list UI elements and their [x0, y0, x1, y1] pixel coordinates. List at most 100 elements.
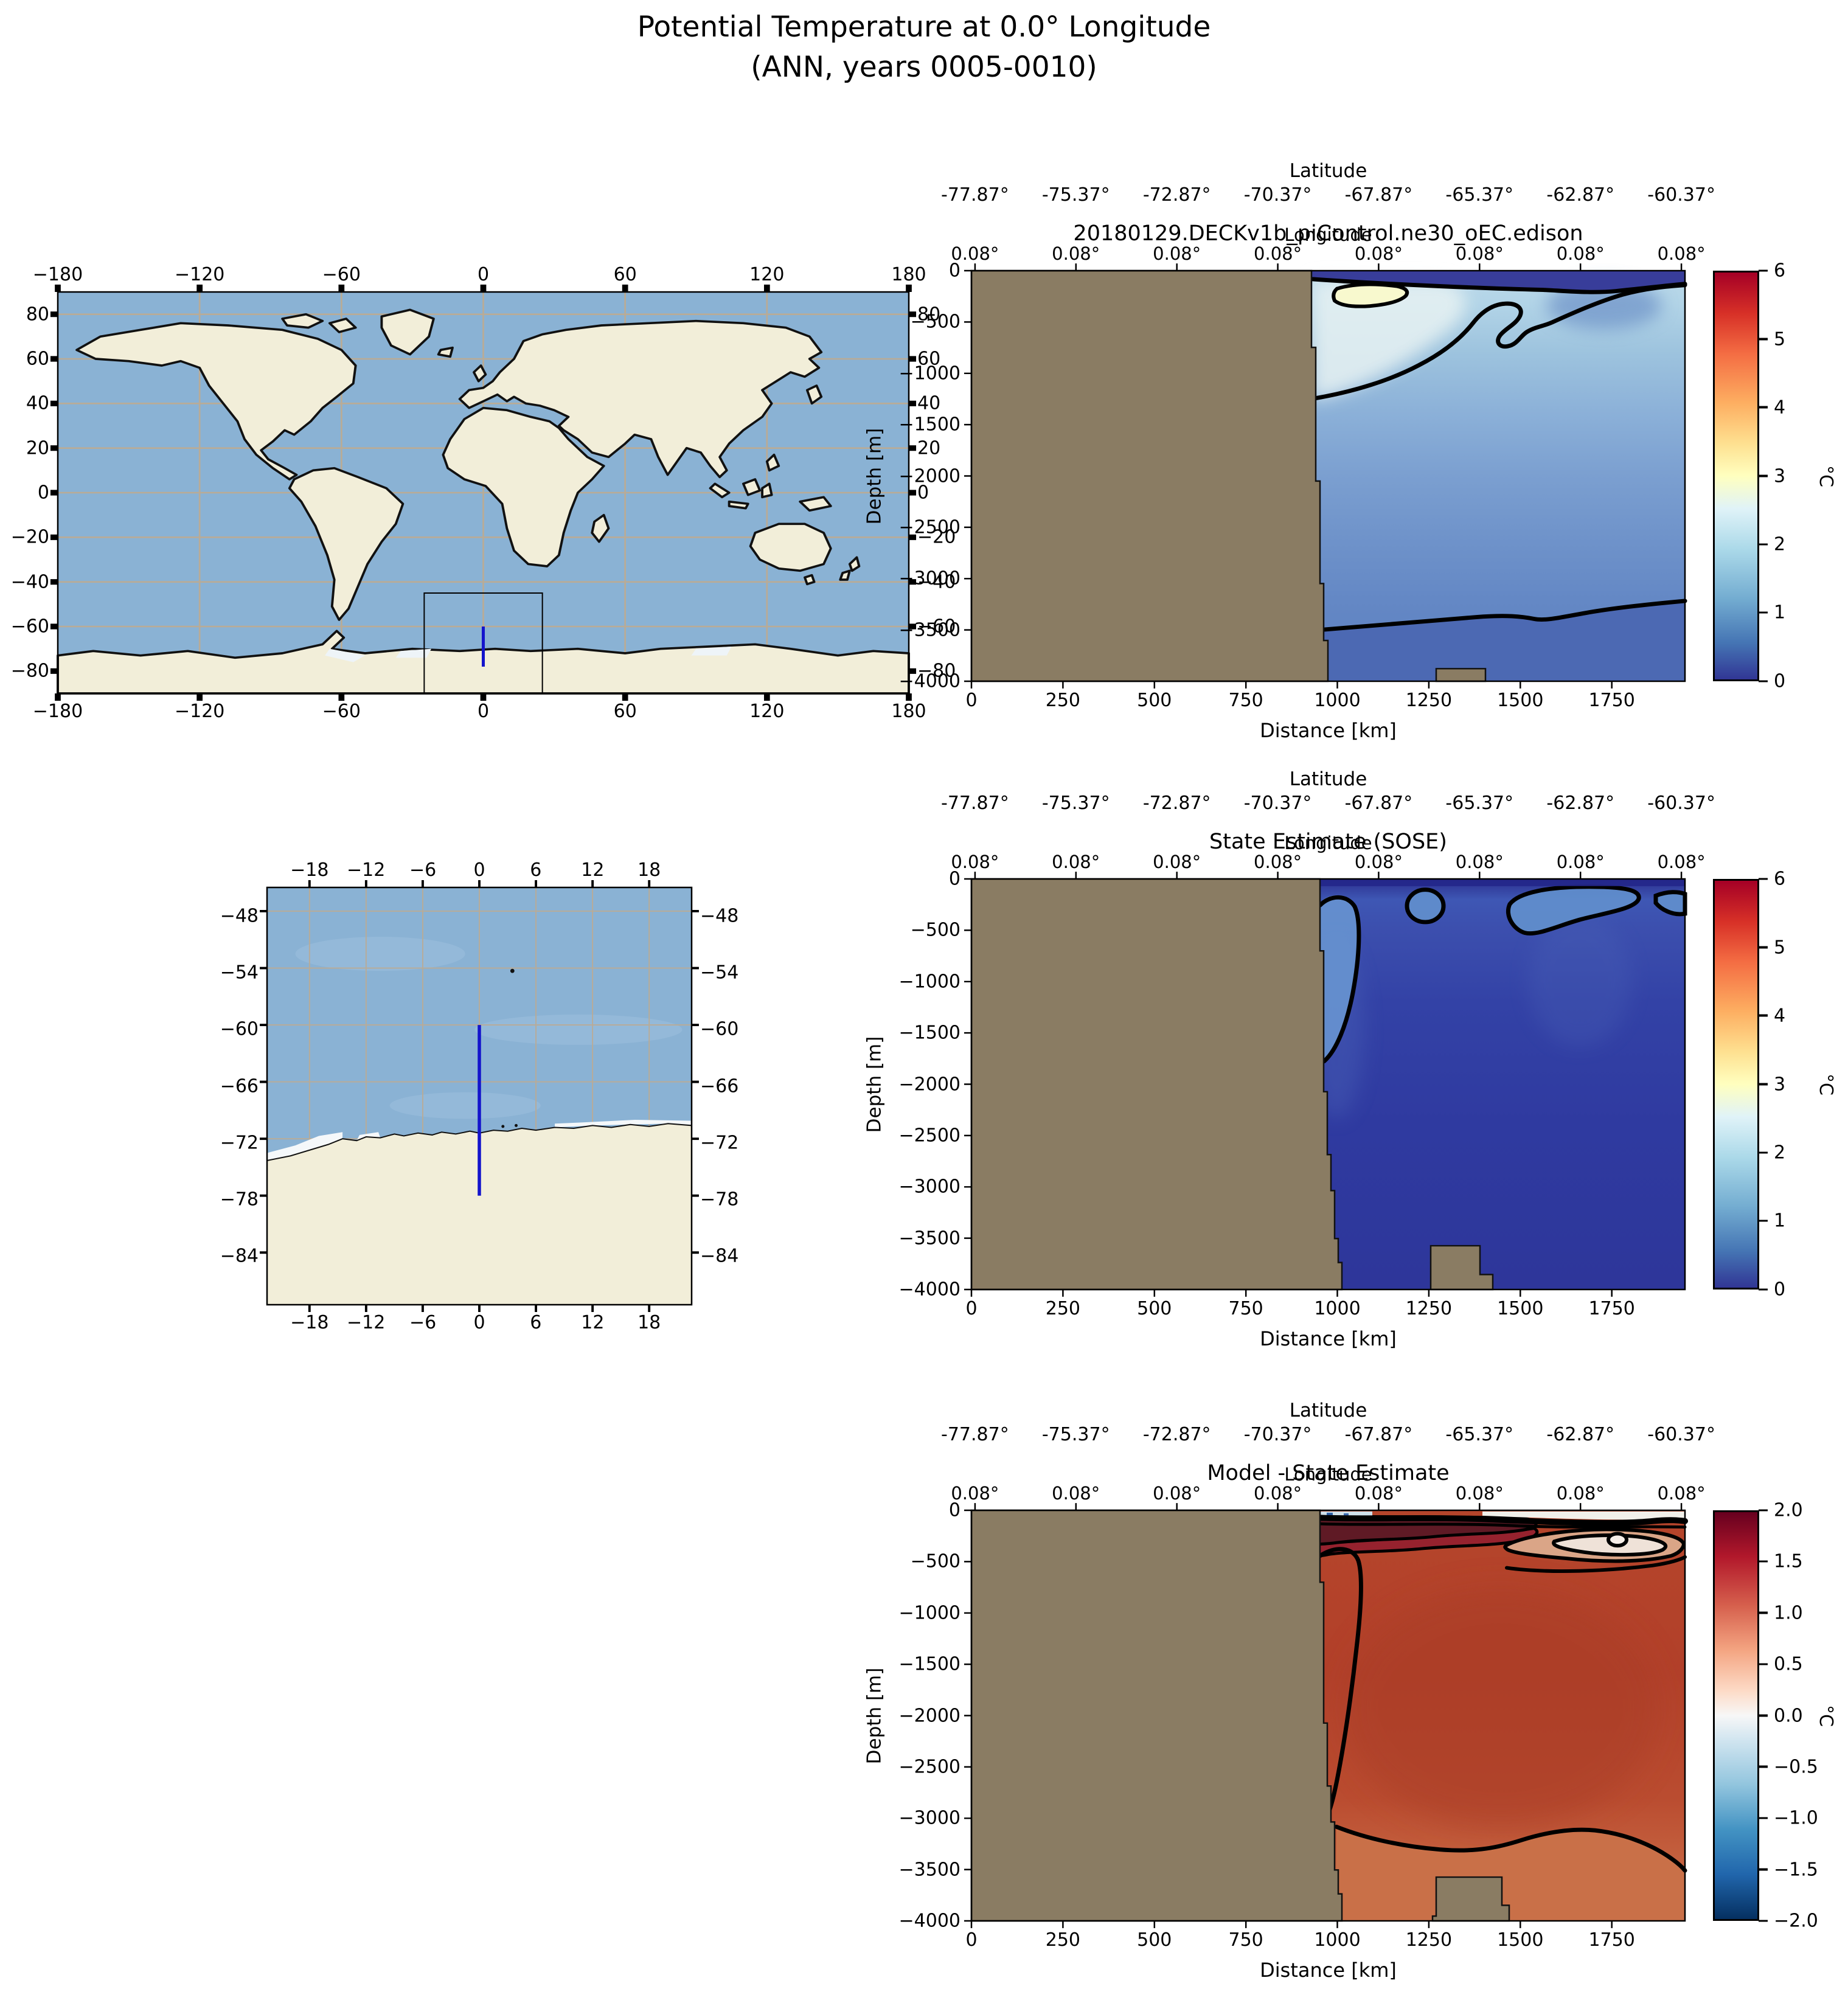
tick-label: 0: [37, 482, 49, 504]
colorbar-gradient: [1713, 879, 1759, 1290]
tick-label: −6: [409, 1312, 437, 1333]
ice-shelves: [325, 647, 732, 662]
tick-label: -77.87°: [941, 1424, 1009, 1445]
tick-label: 18: [637, 1312, 661, 1333]
tick-label: −12: [346, 1312, 386, 1333]
tick-label: 1.5: [1759, 1551, 1803, 1572]
warm-patch-large: [1506, 884, 1641, 936]
tick-label: 2: [1758, 1142, 1785, 1164]
tick-label: −1500: [898, 1022, 960, 1044]
tick-label: 0.08°: [1153, 852, 1201, 872]
tick-label: 6: [530, 859, 542, 881]
tick-label: 0.08°: [1254, 1483, 1302, 1504]
tick-label: 80: [26, 304, 49, 325]
tick-label: -72.87°: [1142, 793, 1211, 814]
longitude-ticks: 0.08° 0.08° 0.08° 0.08° 0.08° 0.08° 0.08° 0.08°: [951, 243, 1705, 266]
tick-label: 0.08°: [951, 852, 999, 872]
longitude-axis-label: Longitude: [1284, 224, 1372, 245]
tick-label: −2500: [898, 1125, 960, 1147]
tick-label: 1750: [1588, 1298, 1635, 1319]
tick-label: −500: [910, 1550, 960, 1572]
world-map-xticks-bottom: −180 −120 −60 0 60 120 180: [33, 701, 926, 724]
tick-label: −1000: [898, 363, 960, 384]
latitude-ticks: -77.87° -75.37° -72.87° -70.37° -67.87° -65.3…: [941, 1424, 1715, 1447]
tick-label: -62.87°: [1546, 793, 1615, 814]
tick-label: −0.5: [1759, 1756, 1818, 1777]
tick-label: −3500: [898, 1859, 960, 1881]
map-tick-marks: [260, 880, 699, 1313]
depth-axis-label: Depth [m]: [861, 1510, 888, 1921]
warm-interior: [1343, 1588, 1659, 1828]
tick-label: 3: [1758, 1074, 1785, 1095]
zoom-map-plot: [260, 880, 699, 1313]
colorbar-unit: °C: [1815, 271, 1836, 681]
model-section-plot: [964, 263, 1687, 689]
depth-ticks: 0 −500 −1000 −1500 −2000 −2500 −3000 −3500 −4000: [899, 1500, 960, 1932]
tick-label: 250: [1045, 1929, 1081, 1951]
panel-difference: Latitude -77.87° -75.37° -72.87° -70.37° -67…: [863, 1400, 1715, 1982]
warm-light-patch: [1311, 279, 1466, 400]
tick-label: 0: [965, 1929, 978, 1951]
tick-label: 0.08°: [951, 1483, 999, 1504]
figure-title-line2: (ANN, years 0005-0010): [751, 50, 1097, 84]
tick-label: 12: [581, 1312, 605, 1333]
distance-axis-label: Distance [km]: [1260, 1959, 1397, 1982]
tick-label: 0.08°: [1052, 1483, 1100, 1504]
contour-lines: [1308, 1514, 1688, 1873]
tick-label: −2000: [898, 1705, 960, 1726]
tick-label: 1000: [1314, 1929, 1361, 1951]
tick-label: 2.0: [1759, 1500, 1803, 1521]
tick-label: −84: [220, 1245, 259, 1267]
tick-label: 0.08°: [1455, 1483, 1504, 1504]
tick-label: −20: [10, 526, 49, 548]
tick-label: −40: [10, 571, 49, 593]
tick-label: -60.37°: [1647, 184, 1715, 206]
tick-label: 5: [1758, 328, 1785, 350]
tick-label: -75.37°: [1041, 793, 1110, 814]
tick-label: -70.37°: [1243, 793, 1312, 814]
surface-cold-speck: [1327, 1512, 1333, 1516]
tick-label: 12: [581, 859, 605, 881]
tick-label: 1000: [1314, 1298, 1361, 1319]
distance-axis-label: Distance [km]: [1260, 1327, 1397, 1350]
tick-label: 0: [948, 1499, 960, 1521]
distance-axis-label: Distance [km]: [1260, 719, 1397, 742]
tick-label: -75.37°: [1041, 184, 1110, 206]
panel-title: State Estimate (SOSE): [1209, 830, 1447, 854]
tick-label: −2000: [898, 1074, 960, 1095]
tick-label: -70.37°: [1243, 184, 1312, 206]
tick-label: 0.08°: [1354, 243, 1403, 264]
tick-label: 0: [1758, 1279, 1785, 1300]
tick-label: −60: [322, 264, 361, 285]
tick-label: 0.08°: [951, 243, 999, 264]
tick-label: −1000: [898, 1602, 960, 1624]
tick-label: −3500: [898, 1227, 960, 1249]
tick-label: −18: [290, 859, 329, 881]
tick-label: 0.08°: [1455, 243, 1504, 264]
tick-label: 0.08°: [1052, 852, 1100, 872]
tick-label: −66: [700, 1075, 739, 1097]
tick-label: 0: [948, 868, 960, 890]
tick-label: 180: [891, 701, 926, 722]
tick-label: 80: [917, 304, 941, 325]
colorbar-gradient: [1713, 271, 1759, 681]
tick-label: −1.5: [1759, 1859, 1818, 1880]
tick-label: -62.87°: [1546, 184, 1615, 206]
tick-label: −78: [700, 1189, 739, 1210]
tick-label: 40: [917, 392, 941, 414]
tick-label: −60: [322, 701, 361, 722]
tick-label: -72.87°: [1142, 184, 1211, 206]
warm-core-contour: [1332, 282, 1409, 308]
tick-label: −500: [910, 919, 960, 941]
tick-label: 0: [948, 260, 960, 282]
colorbar-unit: °C: [1815, 879, 1836, 1290]
tick-label: −72: [700, 1132, 739, 1154]
tick-label: 0.08°: [1556, 243, 1605, 264]
tick-label: −2.0: [1759, 1911, 1818, 1932]
tick-label: 1: [1758, 602, 1785, 623]
depth-ticks: 0 −500 −1000 −1500 −2000 −2500 −3000 −3500 −4000: [899, 869, 960, 1300]
surface-cold-band: [1311, 271, 1685, 293]
tick-label: 60: [917, 348, 941, 370]
tick-label: −180: [32, 701, 83, 722]
